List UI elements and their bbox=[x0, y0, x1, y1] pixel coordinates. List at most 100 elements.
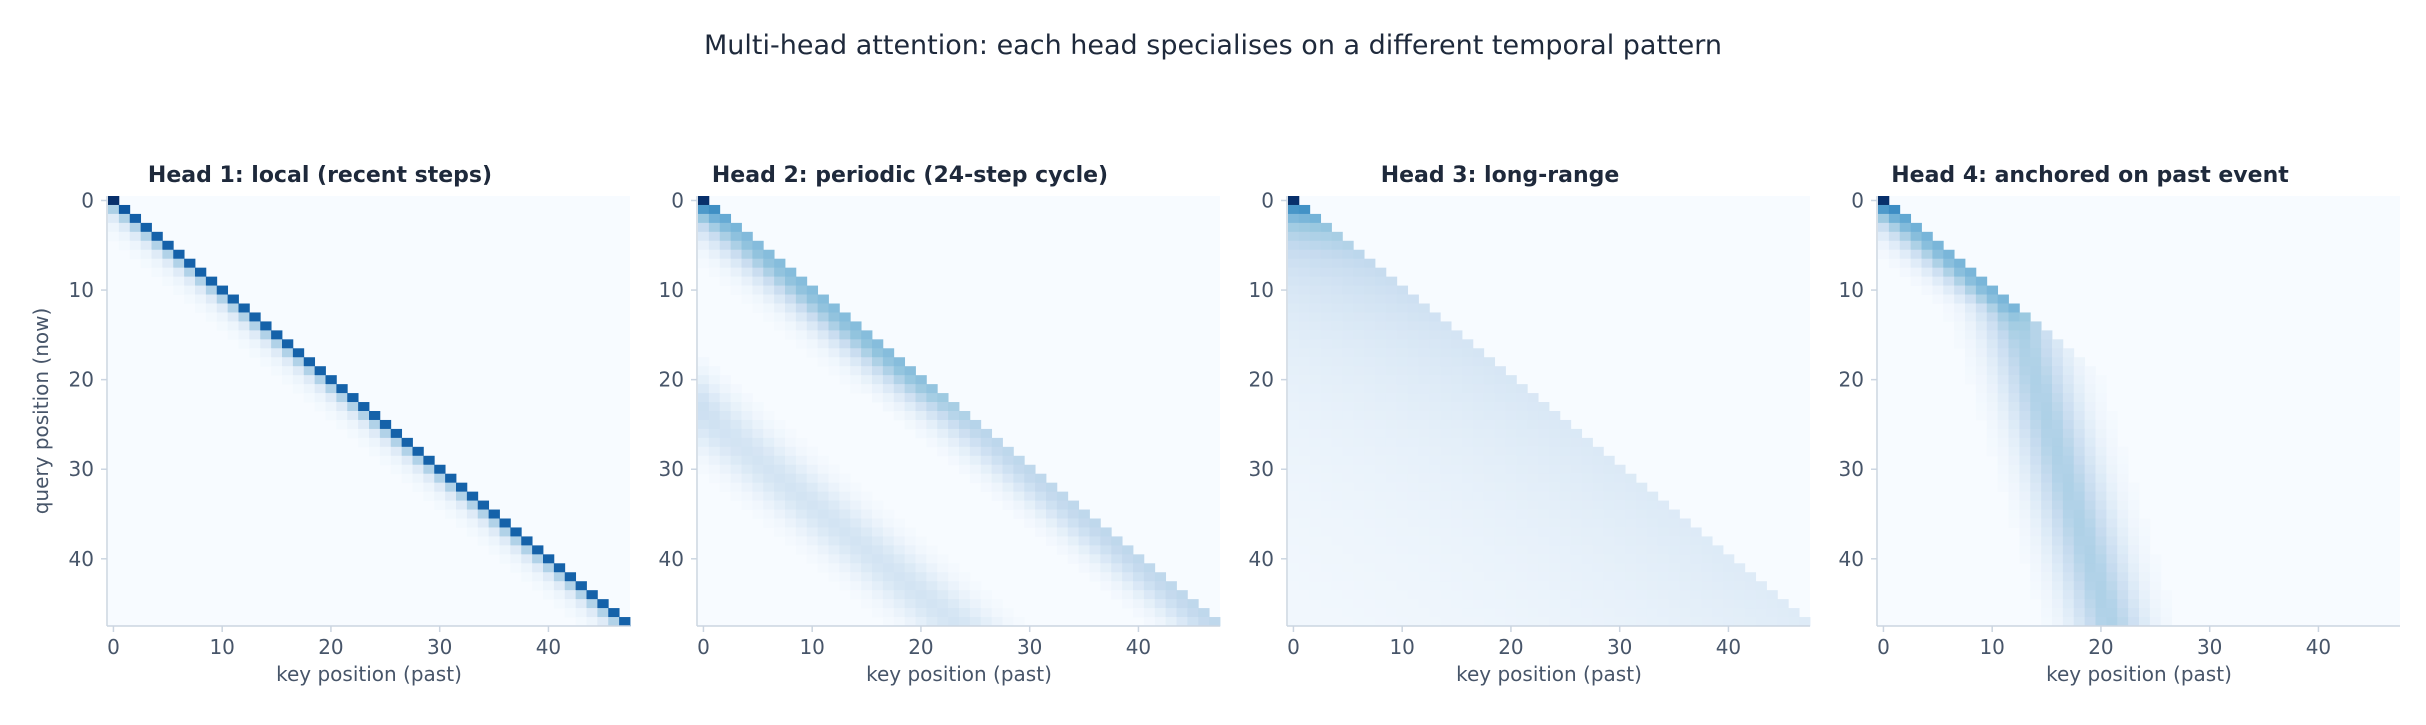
heatmap-cell bbox=[741, 240, 753, 251]
heatmap-cell bbox=[708, 411, 721, 421]
heatmap-cell bbox=[1592, 608, 1604, 618]
heatmap-cell bbox=[1440, 402, 1452, 412]
head-3-title: Head 3: long-range bbox=[1380, 163, 1620, 188]
heatmap-cell bbox=[1625, 482, 1637, 493]
heatmap-cell bbox=[850, 339, 862, 349]
heatmap-cell bbox=[1483, 464, 1496, 475]
heatmap-cell bbox=[882, 366, 895, 376]
heatmap-cell bbox=[1679, 608, 1691, 618]
heatmap-cell bbox=[861, 581, 873, 591]
heatmap-cell bbox=[303, 366, 316, 376]
heatmap-cell bbox=[2052, 411, 2064, 421]
heatmap-cell bbox=[1494, 527, 1506, 537]
heatmap-cell bbox=[926, 384, 938, 394]
heatmap-cell bbox=[1472, 419, 1485, 430]
heatmap-cell bbox=[1375, 617, 1387, 627]
heatmap-cell bbox=[1298, 366, 1311, 376]
heatmap-cell bbox=[948, 599, 960, 609]
heatmap-cell bbox=[1375, 303, 1387, 313]
heatmap-cell bbox=[741, 411, 753, 421]
heatmap-cell bbox=[915, 554, 927, 564]
heatmap-cell bbox=[893, 402, 906, 412]
heatmap-cell bbox=[2084, 411, 2096, 421]
heatmap-cell bbox=[2128, 536, 2140, 546]
heatmap-cell bbox=[893, 375, 906, 385]
heatmap-cell bbox=[1331, 357, 1343, 367]
heatmap-cell bbox=[1056, 491, 1069, 501]
y-tick-label: 20 bbox=[69, 368, 94, 392]
heatmap-cell bbox=[2030, 572, 2042, 582]
heatmap-cell bbox=[1385, 509, 1398, 519]
heatmap-cell bbox=[817, 527, 829, 537]
heatmap-cell bbox=[445, 491, 457, 501]
heatmap-cell bbox=[2139, 590, 2151, 600]
heatmap-cell bbox=[1288, 491, 1300, 501]
heatmap-cell bbox=[2117, 518, 2129, 528]
heatmap-cell bbox=[1472, 563, 1485, 573]
heatmap-cell bbox=[1396, 384, 1409, 394]
heatmap-cell bbox=[2106, 428, 2118, 439]
heatmap-cell bbox=[1472, 482, 1485, 493]
y-tick-label: 10 bbox=[1249, 278, 1274, 302]
heatmap-cell bbox=[1078, 527, 1090, 537]
heatmap-cell bbox=[850, 518, 862, 528]
heatmap-cell bbox=[1440, 572, 1452, 582]
heatmap-cell bbox=[1089, 572, 1101, 582]
heatmap-cell bbox=[1320, 554, 1332, 564]
heatmap-cell bbox=[774, 294, 786, 304]
heatmap-cell bbox=[586, 599, 598, 609]
heatmap-cell bbox=[2052, 339, 2064, 349]
heatmap-cell bbox=[882, 518, 895, 528]
heatmap-cell bbox=[861, 509, 873, 519]
heatmap-cell bbox=[1997, 294, 2009, 304]
heatmap-cell bbox=[904, 527, 916, 537]
heatmap-cell bbox=[2030, 348, 2042, 358]
heatmap-cell bbox=[1975, 276, 1988, 286]
heatmap-cell bbox=[1679, 590, 1691, 600]
heatmap-cell bbox=[2019, 482, 2031, 493]
heatmap-cell bbox=[1353, 339, 1365, 349]
heatmap-cell bbox=[1288, 572, 1300, 582]
heatmap-cell bbox=[1965, 276, 1977, 286]
heatmap-cell bbox=[2019, 411, 2031, 421]
heatmap-cell bbox=[1375, 464, 1387, 475]
heatmap-cell bbox=[1581, 527, 1593, 537]
heatmap-cell bbox=[2128, 554, 2140, 564]
heatmap-cell bbox=[1603, 617, 1615, 627]
heatmap-cell bbox=[2095, 599, 2107, 609]
heatmap-cell bbox=[1755, 581, 1767, 591]
heatmap-cell bbox=[1407, 348, 1419, 358]
heatmap-cell bbox=[1975, 384, 1988, 394]
heatmap-cell bbox=[1375, 509, 1387, 519]
heatmap-cell bbox=[1668, 554, 1680, 564]
heatmap-cell bbox=[510, 563, 522, 573]
heatmap-cell bbox=[1396, 518, 1409, 528]
heatmap-cell bbox=[1309, 213, 1322, 224]
heatmap-cell bbox=[1288, 249, 1300, 260]
heatmap-cell bbox=[2052, 464, 2064, 475]
heatmap-cell bbox=[2019, 428, 2031, 439]
heatmap-cell bbox=[1690, 527, 1702, 537]
heatmap-cell bbox=[227, 321, 239, 331]
heatmap-cell bbox=[1353, 267, 1365, 278]
heatmap-cell bbox=[2041, 527, 2053, 537]
heatmap-cell bbox=[1527, 554, 1539, 564]
heatmap-cell bbox=[2041, 500, 2053, 510]
heatmap-cell bbox=[1954, 276, 1966, 286]
heatmap-cell bbox=[1592, 464, 1604, 475]
heatmap-cell bbox=[1538, 527, 1550, 537]
heatmap-cell bbox=[1418, 599, 1430, 609]
heatmap-cell bbox=[2041, 348, 2053, 358]
heatmap-cell bbox=[1899, 222, 1912, 233]
heatmap-cell bbox=[1353, 563, 1365, 573]
heatmap-cell bbox=[1407, 608, 1419, 618]
heatmap-cell bbox=[1527, 617, 1539, 627]
heatmap-cell bbox=[2128, 500, 2140, 510]
heatmap-cell bbox=[926, 563, 938, 573]
heatmap-cell bbox=[2073, 482, 2086, 493]
heatmap-cell bbox=[1505, 518, 1517, 528]
heatmap-cell bbox=[785, 464, 797, 475]
heatmap-cell bbox=[1943, 267, 1955, 278]
heatmap-cell bbox=[1309, 357, 1322, 367]
heatmap-cell bbox=[893, 527, 906, 537]
